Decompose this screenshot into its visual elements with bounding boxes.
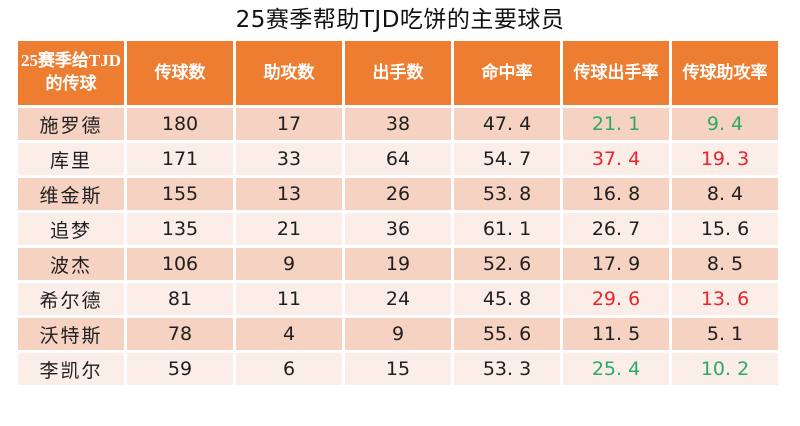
player-name: 库里 bbox=[18, 143, 124, 175]
table-row: 波杰 106 9 19 52. 6 17. 9 8. 5 bbox=[18, 248, 778, 280]
shot-count: 24 bbox=[345, 283, 451, 315]
shot-count: 38 bbox=[345, 108, 451, 140]
pass-shot-rate: 16. 8 bbox=[563, 178, 669, 210]
assist-count: 13 bbox=[236, 178, 342, 210]
pass-count: 81 bbox=[127, 283, 233, 315]
pass-count: 135 bbox=[127, 213, 233, 245]
pass-shot-rate: 17. 9 bbox=[563, 248, 669, 280]
assist-count: 17 bbox=[236, 108, 342, 140]
fg-rate: 53. 8 bbox=[454, 178, 560, 210]
fg-rate: 55. 6 bbox=[454, 318, 560, 350]
pass-shot-rate: 26. 7 bbox=[563, 213, 669, 245]
fg-rate: 47. 4 bbox=[454, 108, 560, 140]
pass-count: 155 bbox=[127, 178, 233, 210]
pass-count: 180 bbox=[127, 108, 233, 140]
table-row: 沃特斯 78 4 9 55. 6 11. 5 5. 1 bbox=[18, 318, 778, 350]
pass-shot-rate: 29. 6 bbox=[563, 283, 669, 315]
header-shot-count: 出手数 bbox=[345, 41, 451, 105]
assist-count: 33 bbox=[236, 143, 342, 175]
stats-table: 25赛季给TJD的传球 传球数 助攻数 出手数 命中率 传球出手率 传球助攻率 … bbox=[15, 38, 781, 388]
fg-rate: 45. 8 bbox=[454, 283, 560, 315]
table-row: 希尔德 81 11 24 45. 8 29. 6 13. 6 bbox=[18, 283, 778, 315]
player-name: 追梦 bbox=[18, 213, 124, 245]
header-fg-rate: 命中率 bbox=[454, 41, 560, 105]
pass-shot-rate: 25. 4 bbox=[563, 353, 669, 385]
player-name: 维金斯 bbox=[18, 178, 124, 210]
pass-count: 78 bbox=[127, 318, 233, 350]
shot-count: 36 bbox=[345, 213, 451, 245]
player-name: 李凯尔 bbox=[18, 353, 124, 385]
pass-count: 171 bbox=[127, 143, 233, 175]
table-row: 维金斯 155 13 26 53. 8 16. 8 8. 4 bbox=[18, 178, 778, 210]
player-name: 波杰 bbox=[18, 248, 124, 280]
pass-count: 106 bbox=[127, 248, 233, 280]
fg-rate: 53. 3 bbox=[454, 353, 560, 385]
pass-count: 59 bbox=[127, 353, 233, 385]
pass-assist-rate: 5. 1 bbox=[672, 318, 778, 350]
table-header-row: 25赛季给TJD的传球 传球数 助攻数 出手数 命中率 传球出手率 传球助攻率 bbox=[18, 41, 778, 105]
pass-assist-rate: 9. 4 bbox=[672, 108, 778, 140]
table-row: 李凯尔 59 6 15 53. 3 25. 4 10. 2 bbox=[18, 353, 778, 385]
shot-count: 19 bbox=[345, 248, 451, 280]
fg-rate: 52. 6 bbox=[454, 248, 560, 280]
pass-assist-rate: 8. 4 bbox=[672, 178, 778, 210]
shot-count: 15 bbox=[345, 353, 451, 385]
assist-count: 11 bbox=[236, 283, 342, 315]
player-name: 施罗德 bbox=[18, 108, 124, 140]
pass-assist-rate: 15. 6 bbox=[672, 213, 778, 245]
shot-count: 26 bbox=[345, 178, 451, 210]
header-assist-count: 助攻数 bbox=[236, 41, 342, 105]
page-title: 25赛季帮助TJD吃饼的主要球员 bbox=[235, 7, 565, 33]
header-pass-count: 传球数 bbox=[127, 41, 233, 105]
pass-shot-rate: 37. 4 bbox=[563, 143, 669, 175]
fg-rate: 54. 7 bbox=[454, 143, 560, 175]
player-name: 沃特斯 bbox=[18, 318, 124, 350]
pass-assist-rate: 8. 5 bbox=[672, 248, 778, 280]
fg-rate: 61. 1 bbox=[454, 213, 560, 245]
table-row: 施罗德 180 17 38 47. 4 21. 1 9. 4 bbox=[18, 108, 778, 140]
assist-count: 6 bbox=[236, 353, 342, 385]
shot-count: 9 bbox=[345, 318, 451, 350]
pass-shot-rate: 21. 1 bbox=[563, 108, 669, 140]
assist-count: 4 bbox=[236, 318, 342, 350]
table-row: 追梦 135 21 36 61. 1 26. 7 15. 6 bbox=[18, 213, 778, 245]
assist-count: 21 bbox=[236, 213, 342, 245]
pass-assist-rate: 10. 2 bbox=[672, 353, 778, 385]
header-pass-assist-rate: 传球助攻率 bbox=[672, 41, 778, 105]
pass-assist-rate: 19. 3 bbox=[672, 143, 778, 175]
player-name: 希尔德 bbox=[18, 283, 124, 315]
header-pass-shot-rate: 传球出手率 bbox=[563, 41, 669, 105]
pass-assist-rate: 13. 6 bbox=[672, 283, 778, 315]
shot-count: 64 bbox=[345, 143, 451, 175]
table-row: 库里 171 33 64 54. 7 37. 4 19. 3 bbox=[18, 143, 778, 175]
header-corner-cell: 25赛季给TJD的传球 bbox=[18, 41, 124, 105]
pass-shot-rate: 11. 5 bbox=[563, 318, 669, 350]
assist-count: 9 bbox=[236, 248, 342, 280]
